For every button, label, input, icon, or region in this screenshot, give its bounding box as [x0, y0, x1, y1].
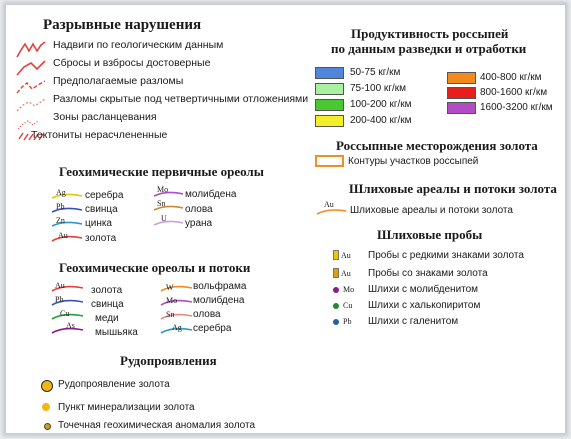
productivity-label-50-75: 50-75 кг/км [350, 67, 401, 78]
primary-symbol-au: Au [58, 231, 68, 240]
sample-label-molybdenite: Шлихи с молибденитом [368, 284, 479, 295]
streams-symbol-ag: Ag [172, 323, 182, 332]
streams-label-lead: свинца [91, 299, 124, 310]
primary-halos-right-lines [153, 191, 184, 226]
placer-label: Контуры участков россыпей [348, 156, 479, 167]
primary-label-lead: свинца [85, 204, 118, 215]
productivity-label-100-200: 100-200 кг/км [350, 99, 412, 110]
productivity-title-line1: Продуктивность россыпей [351, 26, 509, 41]
productivity-swatch-100-200 [315, 99, 344, 111]
productivity-label-200-400: 200-400 кг/км [350, 115, 412, 126]
streams-symbol-w: W [166, 283, 174, 292]
productivity-label-800-1600: 800-1600 кг/км [480, 87, 548, 98]
primary-symbol-sn: Sn [157, 199, 166, 208]
thrust-fault-symbol [16, 41, 46, 58]
primary-symbol-u: U [161, 214, 167, 223]
primary-symbol-pb: Pb [56, 202, 65, 211]
streams-label-molybdenum: молибдена [193, 295, 245, 306]
inferred-fault-symbol [16, 80, 46, 94]
fault-label-inferred: Предполагаемые разломы [53, 75, 184, 87]
productivity-swatch-50-75 [315, 67, 344, 79]
molybdenite-sample-icon [333, 287, 339, 293]
fault-label-normal: Сбросы и взбросы достоверные [53, 57, 211, 69]
placer-title: Россыпные месторождения золота [336, 138, 538, 153]
ore-label-mineralization: Пункт минерализации золота [58, 402, 195, 413]
halos-streams-right-lines [160, 285, 193, 334]
primary-label-tin: олова [185, 204, 213, 215]
streams-label-arsenic: мышьяка [95, 327, 138, 338]
shlikh-areas-symbol-au: Au [324, 200, 334, 209]
primary-label-gold: золота [85, 233, 117, 244]
hidden-fault-symbol [16, 98, 46, 112]
streams-label-tungsten: вольфрама [193, 281, 247, 292]
productivity-label-75-100: 75-100 кг/км [350, 83, 406, 94]
sample-label-galena: Шлихи с галенитом [368, 316, 459, 327]
productivity-swatch-75-100 [315, 83, 344, 95]
ore-label-occurrence: Рудопроявление золота [58, 379, 170, 390]
streams-symbol-mo: Mo [166, 296, 178, 305]
fault-symbols [16, 41, 46, 141]
halos-streams-left-lines [51, 285, 84, 334]
faults-title: Разрывные нарушения [43, 17, 202, 33]
primary-symbol-zn: Zn [56, 216, 65, 225]
shlikh-areas-line [316, 209, 347, 215]
streams-symbol-cu: Cu [60, 309, 70, 318]
primary-halos-title: Геохимические первичные ореолы [59, 164, 264, 179]
ore-label-anomaly: Точечная геохимическая аномалия золота [58, 420, 256, 431]
streams-label-copper: меди [95, 313, 119, 324]
productivity-swatch-1600-3200 [447, 102, 476, 114]
primary-label-silver: серебра [85, 190, 124, 201]
productivity-swatch-400-800 [447, 72, 476, 84]
streams-label-silver: серебра [193, 323, 232, 334]
sample-label-rare-gold: Пробы с редкими знаками золота [368, 250, 524, 261]
shlikh-areas-title: Шлиховые ареалы и потоки золота [349, 181, 557, 196]
primary-symbol-mo: Mo [157, 185, 169, 194]
sample-symbol-cu: Cu [343, 301, 353, 310]
streams-symbol-sn: Sn [166, 310, 175, 319]
primary-label-uranium: урана [185, 218, 213, 229]
sample-symbol-au-rare: Au [341, 251, 351, 260]
streams-symbol-au: Au [55, 281, 65, 290]
chalcopyrite-sample-icon [333, 303, 339, 309]
schistosity-zone-symbol [17, 120, 39, 130]
sample-symbol-au: Au [341, 269, 351, 278]
fault-label-tectonite: Тектониты нерасчлененные [31, 129, 168, 141]
primary-symbol-ag: Ag [56, 188, 66, 197]
shlikh-areas-label: Шлиховые ареалы и потоки золота [350, 205, 513, 216]
halos-streams-title: Геохимические ореолы и потоки [59, 260, 251, 275]
streams-label-tin: олова [193, 309, 221, 320]
rare-gold-sample-icon [333, 250, 339, 260]
sample-label-gold: Пробы со знаками золота [368, 268, 488, 279]
tectonite-symbol [18, 132, 44, 141]
ore-title: Рудопроявления [120, 353, 217, 368]
sample-symbol-mo: Mo [343, 285, 355, 294]
streams-symbol-as: As [66, 321, 75, 330]
legend-frame: Разрывные нарушения Надвиги по геологиче… [5, 4, 566, 434]
productivity-label-400-800: 400-800 кг/км [480, 72, 542, 83]
sample-label-chalcopyrite: Шлихи с халькопиритом [368, 300, 481, 311]
point-anomaly-icon [44, 423, 51, 430]
productivity-label-1600-3200: 1600-3200 кг/км [480, 102, 553, 113]
fault-label-hidden: Разломы скрытые под четвертичными отложе… [53, 93, 309, 105]
ore-occurrence-icon [41, 380, 53, 392]
shlikh-samples-title: Шлиховые пробы [377, 227, 483, 242]
mineralization-point-icon [42, 403, 50, 411]
gold-sample-icon [333, 268, 339, 278]
primary-halos-left-lines [51, 193, 83, 242]
fault-label-thrust: Надвиги по геологическим данным [53, 39, 224, 51]
productivity-swatch-800-1600 [447, 87, 476, 99]
productivity-title-line2: по данным разведки и отработки [331, 41, 527, 56]
primary-label-zinc: цинка [85, 218, 112, 229]
primary-label-molybdenum: молибдена [185, 189, 237, 200]
fault-label-schistosity: Зоны расланцевания [53, 111, 157, 123]
galena-sample-icon [333, 319, 339, 325]
streams-label-gold: золота [91, 285, 123, 296]
sample-symbol-pb: Pb [343, 317, 352, 326]
productivity-swatch-200-400 [315, 115, 344, 127]
streams-symbol-pb: Pb [55, 295, 64, 304]
normal-fault-symbol [16, 60, 46, 76]
placer-contour-swatch [315, 155, 344, 167]
